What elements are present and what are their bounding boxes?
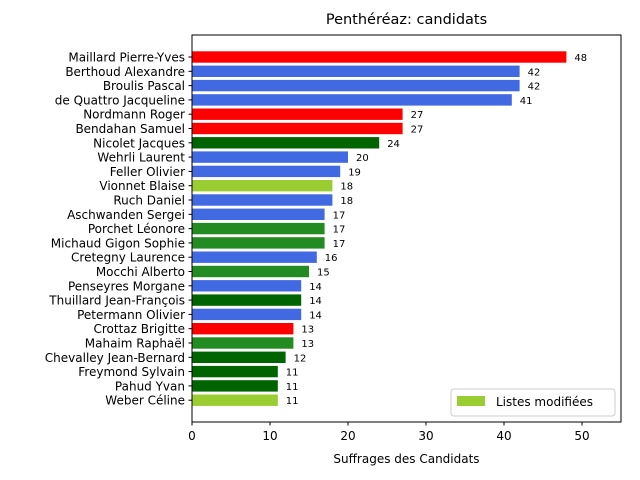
y-tick-label: Nicolet Jacques [93, 136, 185, 150]
value-label: 48 [574, 53, 587, 64]
bar [192, 180, 333, 192]
value-label: 18 [340, 182, 353, 193]
bar [192, 79, 520, 92]
bar [192, 108, 403, 120]
x-axis: 0 10 20 30 40 50 [188, 422, 590, 443]
value-label: 20 [356, 153, 369, 164]
bar [192, 394, 278, 406]
y-tick-label: Cretegny Laurence [71, 251, 185, 265]
x-tick-label: 50 [574, 429, 589, 443]
value-label: 42 [528, 67, 541, 78]
bar [192, 137, 380, 149]
value-label: 42 [528, 82, 541, 93]
value-label: 11 [286, 396, 299, 407]
legend: Listes modifiées [450, 388, 616, 417]
y-tick-label: Mahaim Raphaël [85, 337, 185, 351]
y-tick-label: de Quattro Jacqueline [55, 93, 185, 107]
value-labels: 48 42 42 41 27 27 24 20 19 18 18 17 17 17 16 15 14 14 14 13… [286, 53, 587, 407]
value-label: 14 [309, 310, 322, 321]
x-tick-label: 40 [496, 429, 511, 443]
value-label: 13 [301, 339, 314, 350]
y-tick-label: Penseyres Morgane [68, 279, 185, 293]
value-label: 16 [325, 253, 338, 264]
bar [192, 208, 325, 220]
y-tick-label: Chevalley Jean-Bernard [45, 351, 185, 365]
value-label: 24 [387, 139, 400, 150]
x-axis-label: Suffrages des Candidats [333, 452, 479, 466]
value-label: 18 [340, 196, 353, 207]
value-label: 14 [309, 296, 322, 307]
bar [192, 251, 317, 263]
x-tick-label: 20 [340, 429, 355, 443]
bar [192, 94, 512, 106]
bar [192, 151, 348, 163]
value-label: 41 [520, 96, 533, 107]
y-tick-label: Freymond Sylvain [78, 365, 185, 379]
chart-title: Penthéréaz: candidats [326, 12, 487, 28]
bar [192, 337, 294, 349]
value-label: 11 [286, 382, 299, 393]
y-tick-label: Aschwanden Sergei [67, 208, 185, 222]
bar [192, 65, 520, 77]
value-label: 27 [411, 125, 424, 136]
y-tick-label: Crottaz Brigitte [93, 322, 185, 336]
legend-label: Listes modifiées [496, 395, 593, 409]
value-label: 14 [309, 282, 322, 293]
y-tick-label: Vionnet Blaise [99, 179, 185, 193]
bar [192, 237, 325, 249]
bar [192, 51, 567, 63]
y-tick-label: Nordmann Roger [83, 108, 185, 122]
y-tick-label: Ruch Daniel [113, 194, 185, 208]
y-tick-label: Bendahan Samuel [75, 122, 185, 136]
y-tick-label: Weber Céline [105, 394, 185, 408]
bar [192, 222, 325, 235]
y-tick-label: Feller Olivier [110, 165, 185, 179]
bar [192, 380, 278, 392]
value-label: 17 [333, 225, 346, 236]
y-tick-label: Wehrli Laurent [97, 151, 185, 165]
legend-swatch [457, 396, 485, 406]
bar [192, 165, 341, 178]
y-tick-label: Broulis Pascal [103, 79, 185, 93]
value-label: 13 [301, 325, 314, 336]
y-tick-label: Maillard Pierre-Yves [68, 51, 185, 65]
y-tick-label: Pahud Yvan [115, 379, 185, 393]
bar [192, 351, 286, 363]
y-tick-label: Porchet Léonore [88, 222, 185, 236]
bar [192, 265, 309, 278]
value-label: 17 [333, 239, 346, 250]
plot-frame [191, 34, 622, 423]
bar [192, 294, 302, 306]
bar [192, 323, 294, 335]
bar [192, 280, 302, 292]
value-label: 12 [294, 353, 307, 364]
bar [192, 122, 403, 135]
bars-group [192, 51, 567, 406]
value-label: 11 [286, 368, 299, 379]
value-label: 17 [333, 210, 346, 221]
bar [192, 308, 302, 321]
y-tick-label: Thuillard Jean-François [48, 294, 185, 308]
x-tick-label: 30 [418, 429, 433, 443]
bar [192, 365, 278, 378]
y-tick-label: Petermann Olivier [77, 308, 185, 322]
legend-box [450, 388, 616, 417]
value-label: 27 [411, 110, 424, 121]
y-tick-label: Berthoud Alexandre [65, 65, 185, 79]
x-tick-label: 10 [262, 429, 277, 443]
y-tick-label: Michaud Gigon Sophie [51, 236, 185, 250]
bar [192, 194, 333, 206]
x-tick-label: 0 [188, 429, 196, 443]
y-tick-label: Mocchi Alberto [96, 265, 185, 279]
value-label: 19 [348, 167, 361, 178]
value-label: 15 [317, 268, 330, 279]
